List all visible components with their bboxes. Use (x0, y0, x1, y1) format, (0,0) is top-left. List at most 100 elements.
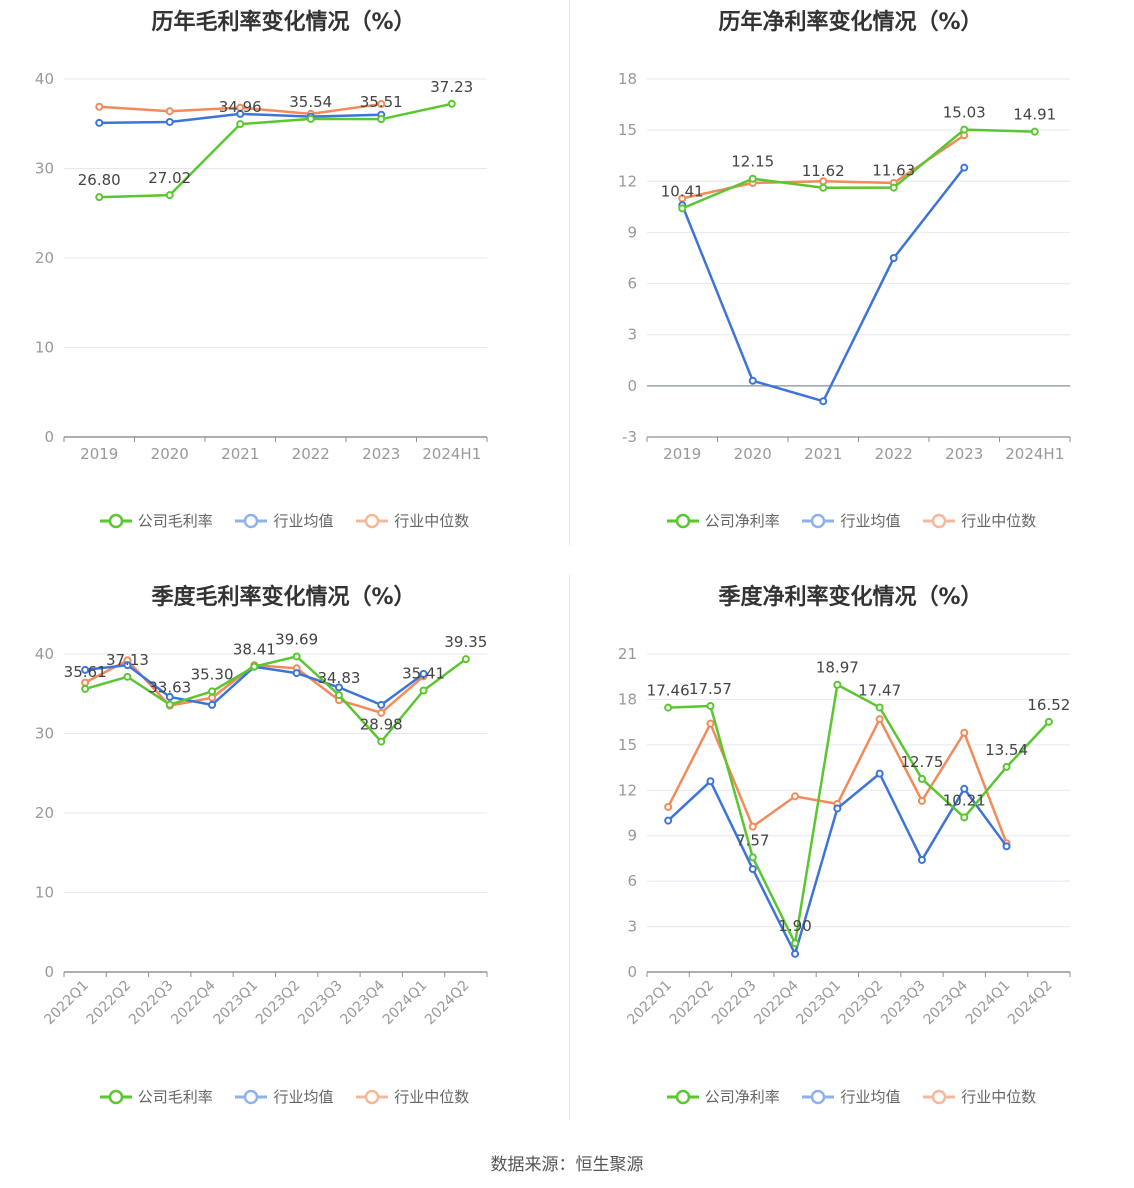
data-label: 26.80 (78, 171, 121, 189)
legend-industry-avg[interactable]: 行业均值 (800, 510, 901, 531)
data-label: 14.91 (1013, 106, 1056, 124)
median-point (875, 715, 884, 724)
data-label: 16.52 (1027, 696, 1070, 714)
data-label: 39.35 (444, 633, 487, 651)
y-tick-label: 3 (627, 918, 637, 936)
legend-company[interactable]: 公司毛利率 (98, 510, 213, 531)
chart-legend: 公司毛利率 行业均值 行业中位数 (0, 510, 567, 531)
y-tick-label: 0 (44, 428, 54, 446)
chart-legend: 公司毛利率 行业均值 行业中位数 (0, 1086, 567, 1107)
quarterly-net-margin-chart: 0369121518212022Q12022Q22022Q32022Q42023… (618, 645, 1071, 1029)
company-point (419, 686, 428, 695)
company-point (889, 183, 898, 192)
company-point (706, 701, 715, 710)
median-point (208, 693, 217, 702)
x-tick-label: 2020 (734, 445, 772, 463)
legend-company[interactable]: 公司毛利率 (98, 1086, 213, 1107)
divider-top (569, 0, 570, 545)
legend-avg-icon (802, 513, 835, 528)
x-tick-label: 2023 (945, 445, 983, 463)
median-point (165, 107, 174, 116)
legend-industry-median[interactable]: 行业中位数 (921, 510, 1036, 531)
x-tick-label: 2021 (804, 445, 842, 463)
data-label: 17.47 (858, 681, 901, 699)
y-tick-label: 0 (627, 377, 637, 395)
avg-point (889, 254, 898, 262)
company-point (748, 853, 757, 862)
legend-industry-avg[interactable]: 行业均值 (233, 510, 334, 531)
x-tick-label: 2022Q1 (624, 978, 675, 1029)
data-label: 38.41 (233, 641, 276, 659)
company-point (123, 672, 132, 681)
quarterly-net-margin-panel: 季度净利率变化情况（%） 0 3 6 9 12 15 18 21 2022Q1 2022Q2 202… (567, 575, 1134, 1150)
data-label: 33.63 (148, 679, 191, 697)
x-tick-label: 2022Q2 (667, 978, 718, 1029)
legend-company-icon (99, 513, 132, 528)
x-tick-label: 2022Q1 (41, 978, 92, 1029)
data-label: 12.15 (731, 153, 774, 171)
company-point (678, 204, 687, 213)
company-point (334, 691, 343, 700)
legend-industry-median[interactable]: 行业中位数 (354, 1086, 469, 1107)
y-tick-label: 10 (35, 339, 54, 357)
quarterly-gross-margin-panel: 季度毛利率变化情况（%） 0 10 20 30 40 2022Q1 2022Q2 2022Q3… (0, 575, 567, 1150)
annual-gross-margin-chart: 0 10 20 30 40 2019 2020 2021 2022 2023 2024H1 26.80… (35, 70, 488, 463)
data-label: 7.57 (736, 831, 769, 849)
data-label: 12.75 (900, 753, 943, 771)
avg-point (833, 804, 842, 813)
x-tick-label: 2023Q4 (920, 977, 971, 1028)
x-tick-label: 2024Q1 (380, 978, 431, 1029)
x-tick-label: 2019 (663, 445, 701, 463)
data-label: 34.83 (317, 669, 360, 687)
avg-point (1002, 842, 1011, 851)
avg-point (292, 669, 301, 678)
chart-title: 历年净利率变化情况（%） (718, 10, 983, 35)
company-point (960, 813, 969, 822)
avg-point (377, 700, 386, 709)
legend-industry-median[interactable]: 行业中位数 (921, 1086, 1036, 1107)
legend-avg-label: 行业均值 (273, 1088, 334, 1106)
x-tick-label: 2023 (362, 445, 400, 463)
company-point (917, 774, 926, 783)
legend-median-label: 行业中位数 (394, 512, 470, 530)
data-label: 28.98 (360, 716, 403, 734)
x-tick-label: 2023Q2 (253, 978, 304, 1029)
y-tick-label: -3 (622, 428, 637, 446)
x-tick-label: 2023Q2 (836, 978, 887, 1029)
y-tick-label: 3 (627, 326, 637, 344)
x-tick-label: 2022Q2 (84, 978, 135, 1029)
company-point (791, 939, 800, 948)
x-tick-label: 2023Q3 (295, 978, 346, 1029)
data-label: 10.21 (943, 791, 986, 809)
y-tick-label: 6 (627, 275, 637, 293)
x-tick-label: 2024Q1 (963, 978, 1014, 1029)
legend-industry-avg[interactable]: 行业均值 (800, 1086, 901, 1107)
legend-company[interactable]: 公司净利率 (665, 510, 780, 531)
x-tick-label: 2022Q3 (126, 978, 177, 1029)
company-point (377, 737, 386, 746)
legend-company-label: 公司净利率 (704, 1088, 780, 1106)
x-tick-label: 2022Q3 (709, 978, 760, 1029)
company-point (1002, 762, 1011, 771)
legend-company[interactable]: 公司净利率 (665, 1086, 780, 1107)
median-point (95, 102, 104, 111)
y-tick-label: 18 (618, 690, 637, 708)
y-tick-label: 21 (618, 645, 637, 663)
median-point (917, 796, 926, 805)
company-point (461, 655, 470, 664)
company-point (292, 652, 301, 661)
y-tick-label: 18 (618, 70, 637, 88)
x-tick-label: 2022Q4 (168, 977, 219, 1028)
data-label: 35.51 (360, 93, 403, 111)
legend-median-icon (356, 1089, 389, 1104)
company-series-line (681, 128, 1035, 210)
company-point (165, 700, 174, 709)
legend-industry-median[interactable]: 行业中位数 (354, 510, 469, 531)
y-tick-label: 0 (627, 963, 637, 981)
company-point (81, 684, 90, 693)
company-point (95, 193, 104, 202)
legend-company-label: 公司净利率 (704, 512, 780, 530)
annual-net-margin-panel: 历年净利率变化情况（%） -3 0 3 6 9 12 15 18 2019 2020 2021 202… (567, 0, 1134, 575)
x-tick-label: 2024Q2 (422, 978, 473, 1029)
legend-industry-avg[interactable]: 行业均值 (233, 1086, 334, 1107)
